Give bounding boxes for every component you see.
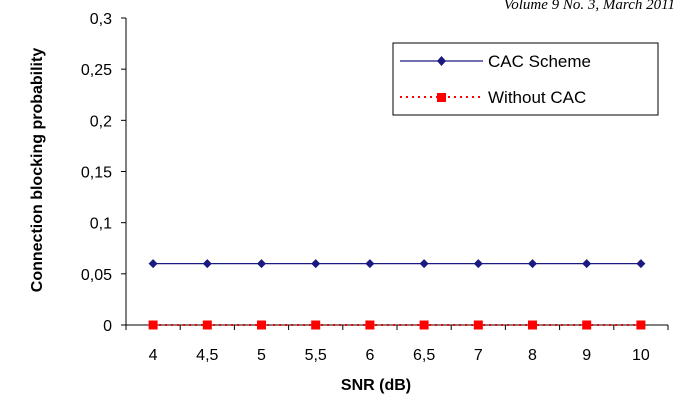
y-tick-label: 0,3 [90,11,112,28]
data-point [473,320,483,330]
data-point [636,259,646,269]
data-point [582,320,592,330]
legend: CAC Scheme Without CAC [392,42,659,116]
data-point [419,320,429,330]
x-tick-label: 6 [365,347,374,364]
x-tick-label: 8 [528,347,537,364]
data-point [473,259,483,269]
data-point [582,259,592,269]
data-point [365,259,375,269]
data-point [148,259,158,269]
data-point [365,320,375,330]
x-tick-label: 9 [582,347,591,364]
data-point [311,320,321,330]
x-tick-label: 7 [474,347,483,364]
data-point [257,259,266,269]
x-tick-label: 10 [632,347,650,364]
data-point [419,259,429,269]
x-tick-label: 4,5 [196,347,218,364]
y-tick-label: 0 [103,318,112,335]
data-point [528,259,537,269]
data-point [148,320,158,330]
y-tick-label: 0,25 [81,62,112,79]
y-tick-label: 0,1 [90,216,112,233]
legend-marker-without-cac [437,93,446,102]
legend-box [392,42,659,116]
legend-label-without-cac: Without CAC [488,88,586,107]
y-tick-label: 0,2 [90,113,112,130]
y-tick-label: 0,15 [81,165,112,182]
x-tick-label: 5 [257,347,266,364]
x-tick-label: 5,5 [305,347,327,364]
data-point [528,320,537,330]
data-point [311,259,321,269]
x-axis-title: SNR (dB) [341,377,411,394]
data-point [636,320,646,330]
data-point [202,320,212,330]
y-tick-label: 0,05 [81,267,112,284]
data-point [202,259,212,269]
legend-marker-cac-scheme [437,56,446,66]
data-point [257,320,266,330]
x-tick-label: 6,5 [413,347,435,364]
x-tick-label: 4 [149,347,158,364]
plot-area: 0 0,05 0,1 0,15 0,2 0,25 0,3 4 4,5 5 5,5 6 6,5 7 8 9 10 [81,11,669,364]
legend-label-cac-scheme: CAC Scheme [488,52,591,71]
header-citation: Volume 9 No. 3, March 2011 [504,0,675,13]
y-axis-title: Connection blocking probability [29,48,46,293]
